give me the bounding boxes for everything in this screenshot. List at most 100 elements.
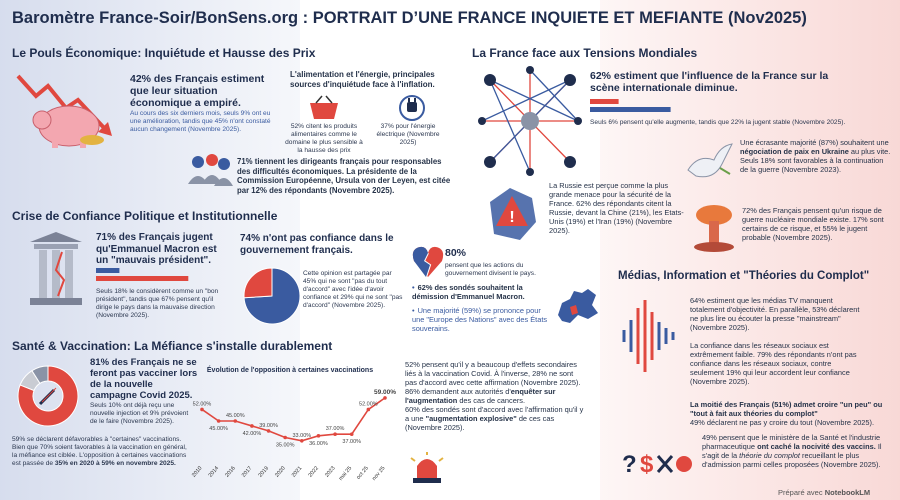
data-label: 59.00% (374, 389, 396, 396)
stat-body: de ces cas (Novembre 2025). (405, 414, 555, 433)
point (349, 432, 354, 436)
pie-chart (243, 267, 301, 325)
data-label: 39.00% (259, 423, 278, 429)
stat-lead: L'alimentation et l'énergie, principales… (290, 70, 435, 89)
point (300, 439, 304, 443)
x-tick-label: mai 25 (338, 465, 353, 482)
stat-text: 59% se déclarent défavorables à "certain… (12, 436, 190, 468)
stat-body: 49% déclarent ne pas y croire du tout (N… (690, 418, 875, 428)
stat-lead: 42% des Français estiment que leur situa… (130, 73, 265, 110)
stat-body: 49% pensent que le ministère de la Santé… (702, 433, 881, 452)
chart-title: Évolution de l'opposition à certaines va… (207, 365, 373, 374)
x-tick-label: 2020 (274, 465, 286, 478)
bar (96, 268, 120, 273)
point (266, 429, 271, 433)
data-label: 42.00% (243, 431, 262, 437)
section-heading: Le Pouls Économique: Inquiétude et Hauss… (12, 46, 316, 60)
soundwave-icon (622, 300, 675, 372)
x-tick-label: 2017 (241, 465, 253, 478)
slice (31, 365, 49, 385)
stat-body: au plus vite. Seuls 18% sont favorables … (740, 147, 891, 175)
nuclear-icon (694, 205, 734, 252)
x-tick-label: 2022 (308, 465, 320, 478)
data-label: 35.00% (276, 443, 295, 449)
line (201, 397, 386, 442)
point (200, 407, 204, 412)
x-tick-label: 2023 (324, 465, 336, 478)
stat-body: pensent que les actions du gouvernement … (445, 262, 536, 277)
stat-emphasis: théorie du complot (739, 451, 800, 461)
data-label: 33.00% (292, 433, 311, 439)
stat-lead: 62% estiment que l'influence de la Franc… (590, 70, 829, 95)
stat-value: 80% (445, 247, 467, 259)
europe-map-icon (558, 289, 598, 323)
point (250, 424, 254, 428)
stat-text: 49% pensent que le ministère de la Santé… (702, 433, 890, 469)
data-label: 45.00% (226, 413, 245, 419)
stat-lead: 59% se déclarent défavorables à "certain… (12, 436, 182, 443)
section-heading: Santé & Vaccination: La Méfiance s'insta… (12, 339, 333, 353)
slice (17, 365, 79, 427)
stat-body: Il s'agit de la (702, 442, 882, 461)
network-icon (478, 66, 582, 176)
stat-lead: La moitié des Français (51%) admet croir… (690, 400, 883, 419)
footer: Préparé avec NotebookLM (778, 488, 870, 497)
stat-text: 52% pensent qu'il y a beaucoup d'effets … (405, 360, 587, 432)
syringe-icon (38, 387, 57, 406)
x-tick-label: 2021 (291, 465, 303, 478)
stat-body: Seuls 10% ont déjà reçu une nouvelle inj… (90, 402, 189, 425)
point (366, 407, 371, 412)
point (216, 419, 221, 423)
stat-text: Une écrasante majorité (87%) souhaitent … (740, 138, 892, 174)
stat-body: La présidente de la Commission Européenn… (237, 166, 451, 195)
people-icon (188, 154, 233, 186)
x-tick-label: 2019 (258, 465, 270, 478)
stat-highlight: enquêter sur l'augmentation (405, 387, 556, 406)
svg-text:$: $ (640, 451, 654, 478)
stat-body: 64% estiment que les médias TV manquent … (690, 296, 860, 333)
stat-body: 52% pensent qu'il y a beaucoup d'effets … (405, 360, 581, 388)
stat-lead: 74% n'ont pas confiance dans le gouverne… (240, 233, 394, 256)
stat-body: Bien que 70% soient favorables à la vacc… (12, 443, 187, 467)
svg-text:?: ? (622, 451, 637, 478)
data-label: 37.00% (326, 426, 345, 432)
stat-text: La moitié des Français (51%) admet croir… (690, 400, 890, 427)
stat-highlight: négociation de paix en Ukraine (740, 147, 849, 157)
slice (243, 267, 273, 299)
footer-brand: NotebookLM (824, 488, 871, 497)
section-heading: La France face aux Tensions Mondiales (472, 46, 698, 60)
bar (96, 276, 189, 281)
basket-icon (310, 95, 338, 119)
stat-body: 86% demandent aux autorités d' (405, 387, 511, 397)
stat-body: 37% pour l'énergie électrique (Novembre … (376, 123, 440, 146)
x-tick-label: nov 25 (371, 465, 386, 482)
stat-body: des cas de cancers. (457, 396, 526, 406)
point (233, 419, 238, 423)
point (316, 434, 321, 438)
stat-body: Cette opinion est partagée par 45% qui n… (303, 270, 403, 309)
stat-highlight: 35% en 2020 à 59% en novembre 2025. (54, 459, 176, 467)
stat-body: Seuls 18% le considèrent comme un "bon p… (96, 288, 219, 319)
footer-prefix: Préparé avec (778, 488, 823, 497)
section-heading: Crise de Confiance Politique et Institut… (12, 209, 278, 223)
heart-icon (412, 246, 444, 278)
x-tick-label: 2014 (208, 465, 220, 478)
stat-highlight: ont caché la nocivité des vaccins. (757, 442, 876, 452)
stat-body: 60% des sondés sont d'accord avec l'affi… (405, 405, 584, 424)
stat-lead: 71% tiennent les dirigeants français pou… (237, 157, 442, 176)
x-tick-label: 2010 (191, 465, 203, 478)
stat-body: La confiance dans les réseaux sociaux es… (690, 341, 857, 387)
siren-icon (410, 452, 444, 483)
bullet: Une majorité (59%) se prononce pour une … (412, 306, 552, 333)
bar (590, 107, 671, 112)
stat-body: 52% citent les produits alimentaires com… (285, 123, 363, 154)
stat-text: 71% tiennent les dirigeants français pou… (237, 157, 452, 195)
flag-red (600, 0, 900, 500)
point (283, 435, 287, 440)
x-tick-label: oct 25 (356, 465, 370, 480)
stat-body: Au cours des six derniers mois, seuls 9%… (130, 110, 271, 133)
data-label: 52.00% (193, 401, 212, 407)
mini-bar-chart (590, 99, 671, 112)
dove-icon (687, 143, 733, 178)
warning-map-icon: ! (490, 188, 536, 240)
